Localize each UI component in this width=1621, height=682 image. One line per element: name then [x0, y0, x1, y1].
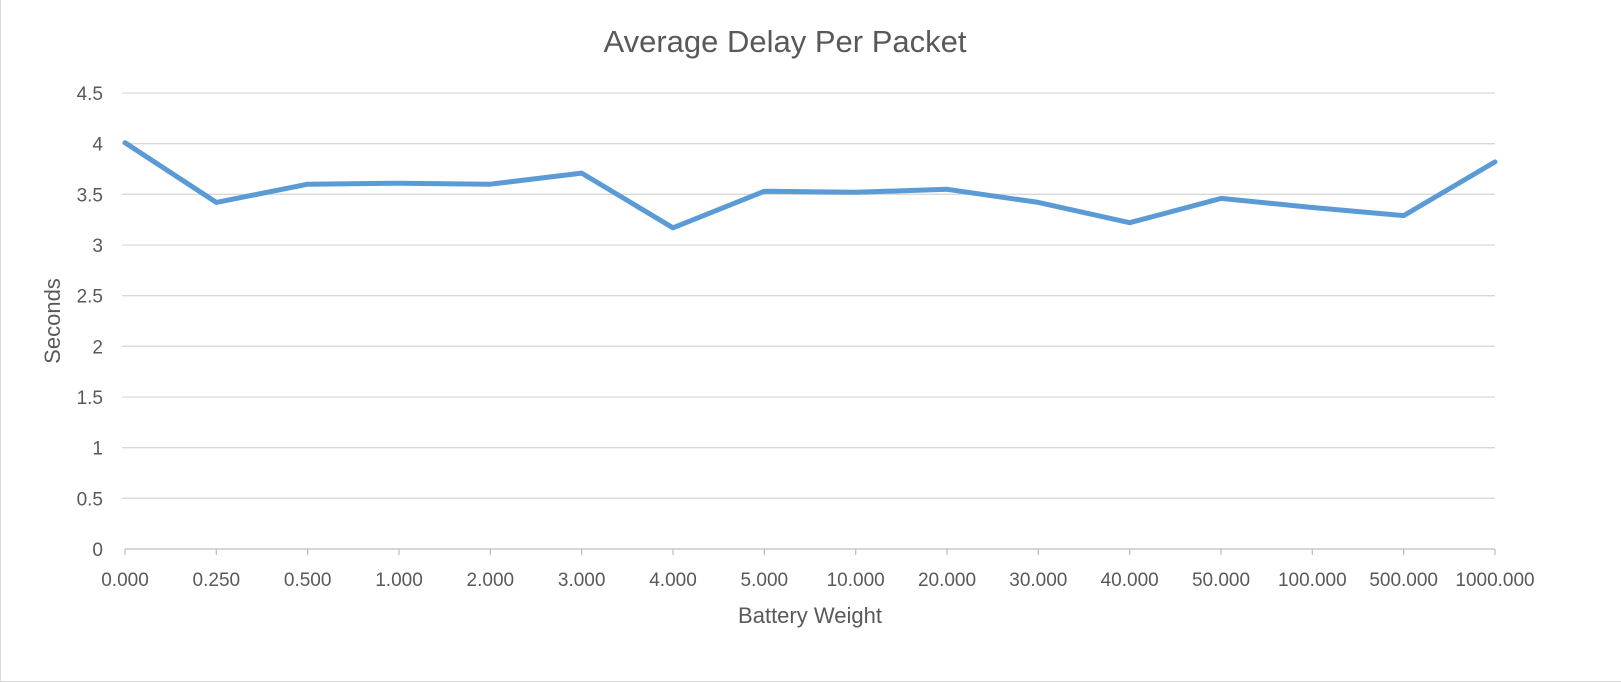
x-axis-title: Battery Weight: [738, 603, 882, 628]
x-axis: [124, 548, 1496, 555]
chart-title: Average Delay Per Packet: [603, 24, 966, 59]
y-tick-label: 1.5: [77, 388, 103, 409]
y-tick-label: 1: [92, 439, 103, 460]
x-tick-label: 500.000: [1369, 570, 1438, 591]
x-tick-label: 3.000: [558, 570, 606, 591]
y-tick-label: 3.5: [77, 185, 103, 206]
x-tick-label: 0.500: [284, 570, 332, 591]
x-tick-label: 50.000: [1192, 570, 1250, 591]
x-tick-label: 2.000: [467, 570, 515, 591]
y-tick-label: 4: [92, 135, 103, 156]
y-axis-title: Seconds: [40, 278, 65, 364]
x-tick-label: 40.000: [1101, 570, 1159, 591]
y-tick-label: 3: [92, 236, 103, 257]
y-axis-tick-labels: 0 0.5 1 1.5 2 2.5 3 3.5 4 4.5: [77, 84, 104, 561]
series-layer: [122, 140, 1498, 231]
x-tick-label: 0.000: [101, 570, 149, 591]
x-tick-label: 4.000: [649, 570, 697, 591]
x-tick-label: 1.000: [375, 570, 423, 591]
x-tick-label: 1000.000: [1455, 570, 1534, 591]
y-tick-label: 2: [92, 337, 103, 358]
x-tick-label: 10.000: [827, 570, 885, 591]
y-tick-label: 2.5: [77, 287, 103, 308]
x-tick-label: 20.000: [918, 570, 976, 591]
x-tick-label: 100.000: [1278, 570, 1347, 591]
series-line: [122, 140, 1498, 231]
y-tick-label: 0: [92, 540, 103, 561]
y-tick-label: 0.5: [77, 489, 103, 510]
x-axis-tick-labels: 0.000 0.250 0.500 1.000 2.000 3.000 4.000 5.000…: [101, 570, 1534, 591]
x-tick-label: 30.000: [1009, 570, 1067, 591]
y-tick-label: 4.5: [77, 84, 103, 105]
gridlines: [122, 92, 1495, 499]
x-tick-label: 0.250: [193, 570, 241, 591]
x-tick-label: 5.000: [741, 570, 789, 591]
